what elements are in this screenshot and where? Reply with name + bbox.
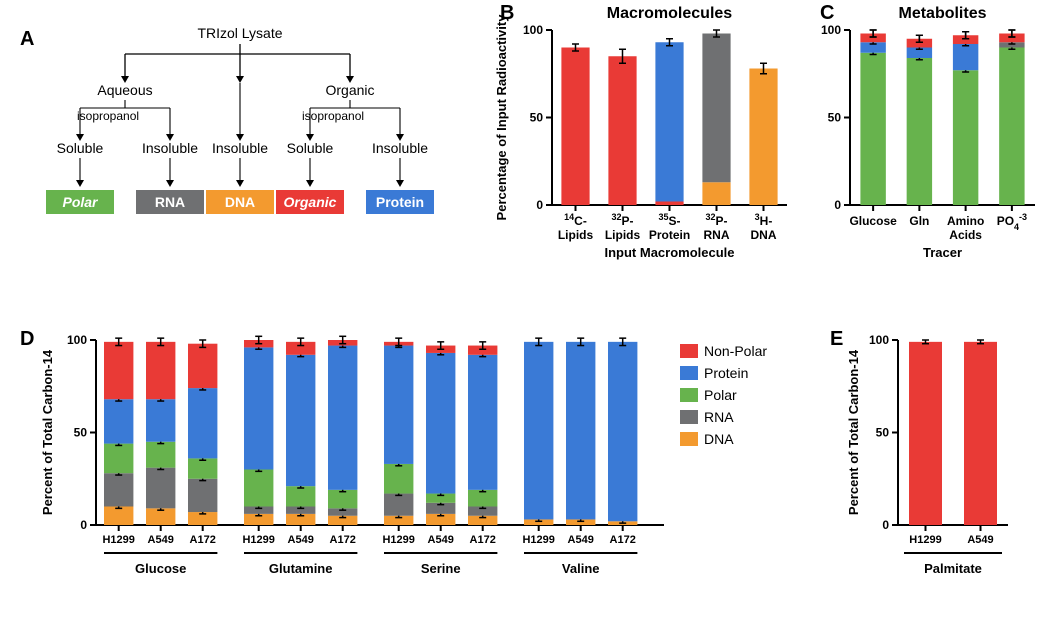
svg-text:Percent of Total Carbon-14: Percent of Total Carbon-14 [846, 349, 861, 515]
svg-text:Organic: Organic [325, 82, 374, 98]
svg-text:Valine: Valine [562, 561, 600, 576]
svg-text:32P-: 32P- [611, 212, 633, 228]
svg-text:Glucose: Glucose [135, 561, 186, 576]
panel-e-chart: 0 50 100 Percent of Total Carbon-14 H1299 A54… [840, 320, 1040, 620]
svg-text:RNA: RNA [704, 228, 730, 242]
panel-b-chart: Macromolecules 0 50 100 Percentage of Input … [480, 0, 810, 290]
svg-text:Lipids: Lipids [605, 228, 641, 242]
svg-text:Insoluble: Insoluble [142, 140, 198, 156]
svg-text:Soluble: Soluble [57, 140, 104, 156]
svg-text:100: 100 [67, 333, 87, 347]
svg-text:Insoluble: Insoluble [372, 140, 428, 156]
svg-text:Protein: Protein [649, 228, 690, 242]
svg-text:0: 0 [536, 198, 543, 212]
svg-text:3H-: 3H- [755, 212, 773, 228]
svg-text:A172: A172 [470, 534, 496, 546]
svg-text:H1299: H1299 [382, 534, 414, 546]
svg-text:Amino: Amino [947, 214, 984, 228]
svg-text:0: 0 [882, 518, 889, 532]
panel-a-flowchart: TRIzol Lysate Aqueous Organic isopropanol is… [40, 20, 460, 240]
svg-text:A549: A549 [568, 534, 594, 546]
svg-text:H1299: H1299 [242, 534, 274, 546]
svg-text:Soluble: Soluble [287, 140, 334, 156]
svg-text:RNA: RNA [704, 409, 734, 425]
svg-text:Organic: Organic [284, 194, 337, 210]
svg-text:A172: A172 [190, 534, 216, 546]
svg-text:Macromolecules: Macromolecules [607, 5, 732, 22]
panel-a-label: A [20, 28, 34, 51]
svg-text:Palmitate: Palmitate [924, 561, 982, 576]
svg-text:isopropanol: isopropanol [77, 109, 139, 123]
svg-text:100: 100 [523, 23, 543, 37]
svg-text:A172: A172 [610, 534, 636, 546]
svg-text:35S-: 35S- [658, 212, 680, 228]
svg-text:DNA: DNA [225, 194, 255, 210]
svg-text:TRIzol Lysate: TRIzol Lysate [197, 25, 282, 41]
svg-text:0: 0 [80, 518, 87, 532]
svg-text:100: 100 [821, 23, 841, 37]
svg-text:A172: A172 [330, 534, 356, 546]
svg-text:H1299: H1299 [522, 534, 554, 546]
svg-text:0: 0 [834, 198, 841, 212]
svg-text:RNA: RNA [155, 194, 185, 210]
svg-text:50: 50 [74, 426, 88, 440]
svg-text:Lipids: Lipids [558, 228, 594, 242]
svg-text:50: 50 [530, 111, 544, 125]
svg-text:DNA: DNA [704, 431, 734, 447]
svg-text:A549: A549 [967, 534, 993, 546]
svg-text:Serine: Serine [421, 561, 461, 576]
svg-text:PO4-3: PO4-3 [997, 212, 1027, 232]
svg-text:H1299: H1299 [909, 534, 941, 546]
svg-text:H1299: H1299 [102, 534, 134, 546]
svg-text:100: 100 [869, 333, 889, 347]
svg-text:A549: A549 [148, 534, 174, 546]
svg-text:Aqueous: Aqueous [97, 82, 152, 98]
svg-text:Non-Polar: Non-Polar [704, 343, 767, 359]
svg-text:Tracer: Tracer [923, 245, 962, 260]
svg-text:14C-: 14C- [564, 212, 587, 228]
svg-text:Glucose: Glucose [849, 214, 897, 228]
svg-text:Percentage of Input Radioactiv: Percentage of Input Radioactivity [494, 14, 509, 221]
svg-text:Percent of Total Carbon-14: Percent of Total Carbon-14 [40, 349, 55, 515]
svg-text:A549: A549 [288, 534, 314, 546]
svg-text:32P-: 32P- [705, 212, 727, 228]
svg-text:Polar: Polar [62, 194, 99, 210]
svg-text:Acids: Acids [949, 228, 982, 242]
svg-text:DNA: DNA [751, 228, 777, 242]
svg-text:Polar: Polar [704, 387, 737, 403]
svg-text:50: 50 [828, 111, 842, 125]
svg-text:Gln: Gln [909, 214, 929, 228]
svg-text:isopropanol: isopropanol [302, 109, 364, 123]
svg-text:Protein: Protein [376, 194, 424, 210]
svg-text:Protein: Protein [704, 365, 748, 381]
panel-d-chart: 0 50 100 Percent of Total Carbon-14 H1299 A54… [30, 320, 820, 620]
svg-text:Glutamine: Glutamine [269, 561, 333, 576]
svg-text:Insoluble: Insoluble [212, 140, 268, 156]
svg-text:A549: A549 [428, 534, 454, 546]
svg-text:50: 50 [876, 426, 890, 440]
svg-text:Input Macromolecule: Input Macromolecule [604, 245, 734, 260]
panel-c-chart: Metabolites 0 50 100 Glucose Gln AminoAcids PO4… [810, 0, 1050, 290]
svg-text:Metabolites: Metabolites [898, 5, 986, 22]
